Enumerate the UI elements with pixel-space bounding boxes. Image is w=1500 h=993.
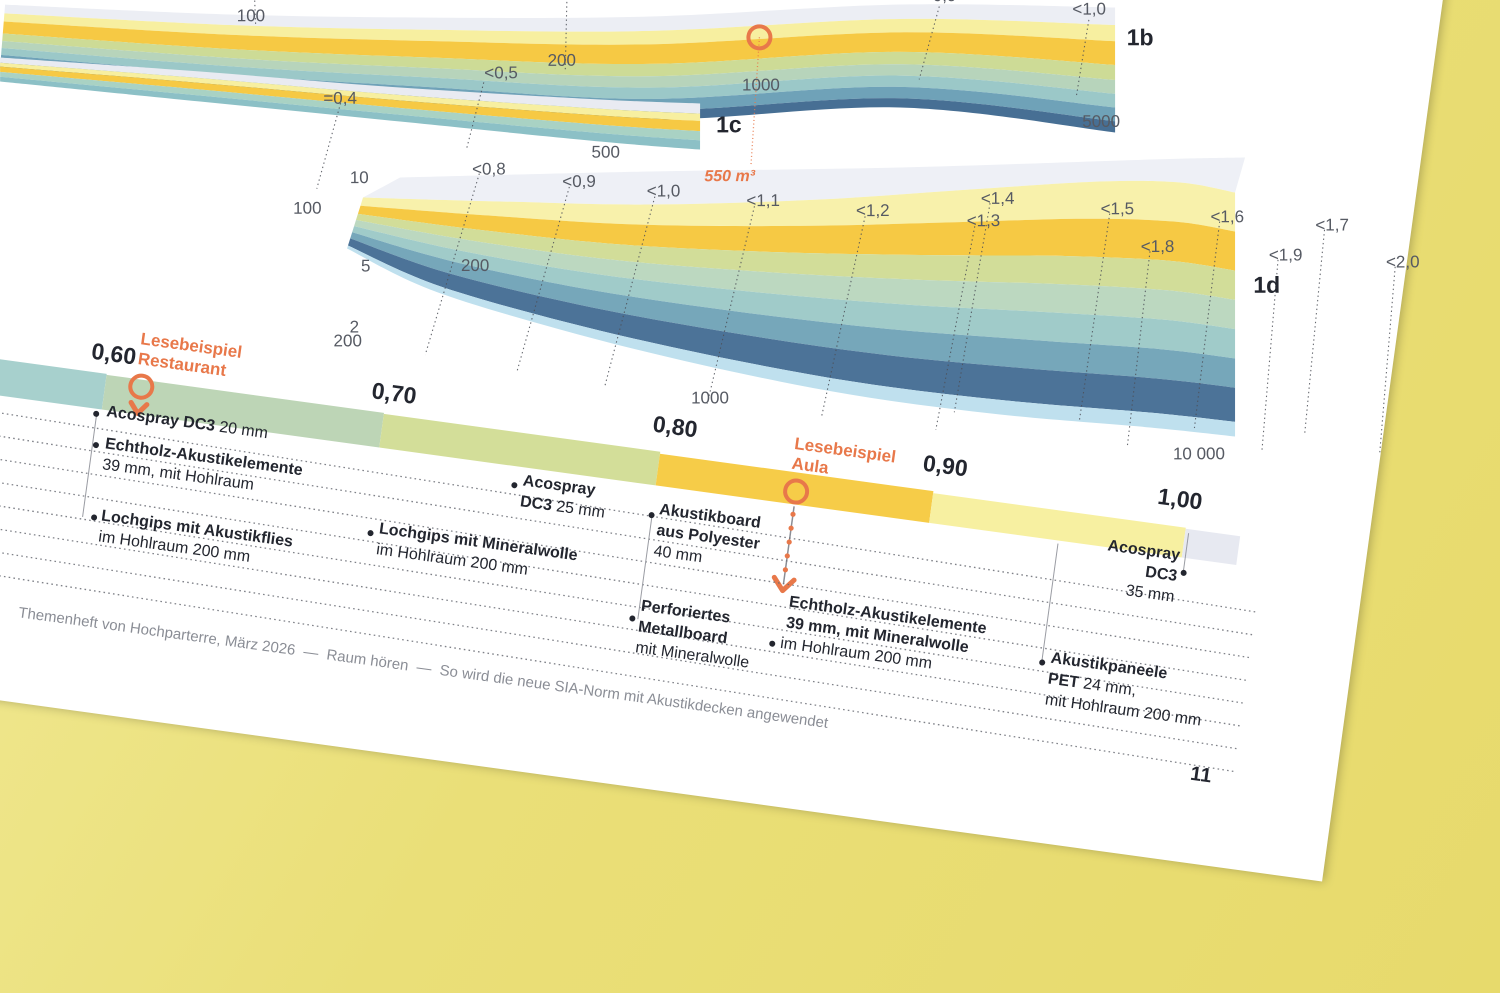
svg-text:200: 200	[333, 332, 361, 351]
svg-text:<1,0: <1,0	[647, 182, 681, 201]
svg-text:<2,0: <2,0	[1386, 253, 1420, 272]
svg-text:500: 500	[591, 143, 619, 162]
svg-text:<0,8: <0,8	[472, 160, 506, 179]
svg-text:<1,6: <1,6	[1210, 208, 1244, 227]
svg-text:<1,5: <1,5	[1100, 200, 1134, 219]
svg-text:<1,9: <1,9	[1269, 246, 1303, 265]
svg-text:1000: 1000	[691, 389, 729, 408]
svg-text:<1,8: <1,8	[1141, 237, 1175, 256]
svg-text:1d: 1d	[1253, 272, 1280, 298]
svg-text:<1,3: <1,3	[967, 212, 1001, 231]
svg-text:5: 5	[361, 257, 371, 276]
svg-text:<1,4: <1,4	[981, 189, 1015, 208]
svg-text:<1,1: <1,1	[746, 192, 780, 211]
svg-text:<1,2: <1,2	[856, 201, 890, 220]
svg-text:10: 10	[350, 169, 369, 188]
svg-text:<0,9: <0,9	[562, 172, 596, 191]
svg-text:10 000: 10 000	[1173, 445, 1225, 464]
svg-text:<1,7: <1,7	[1315, 216, 1349, 235]
